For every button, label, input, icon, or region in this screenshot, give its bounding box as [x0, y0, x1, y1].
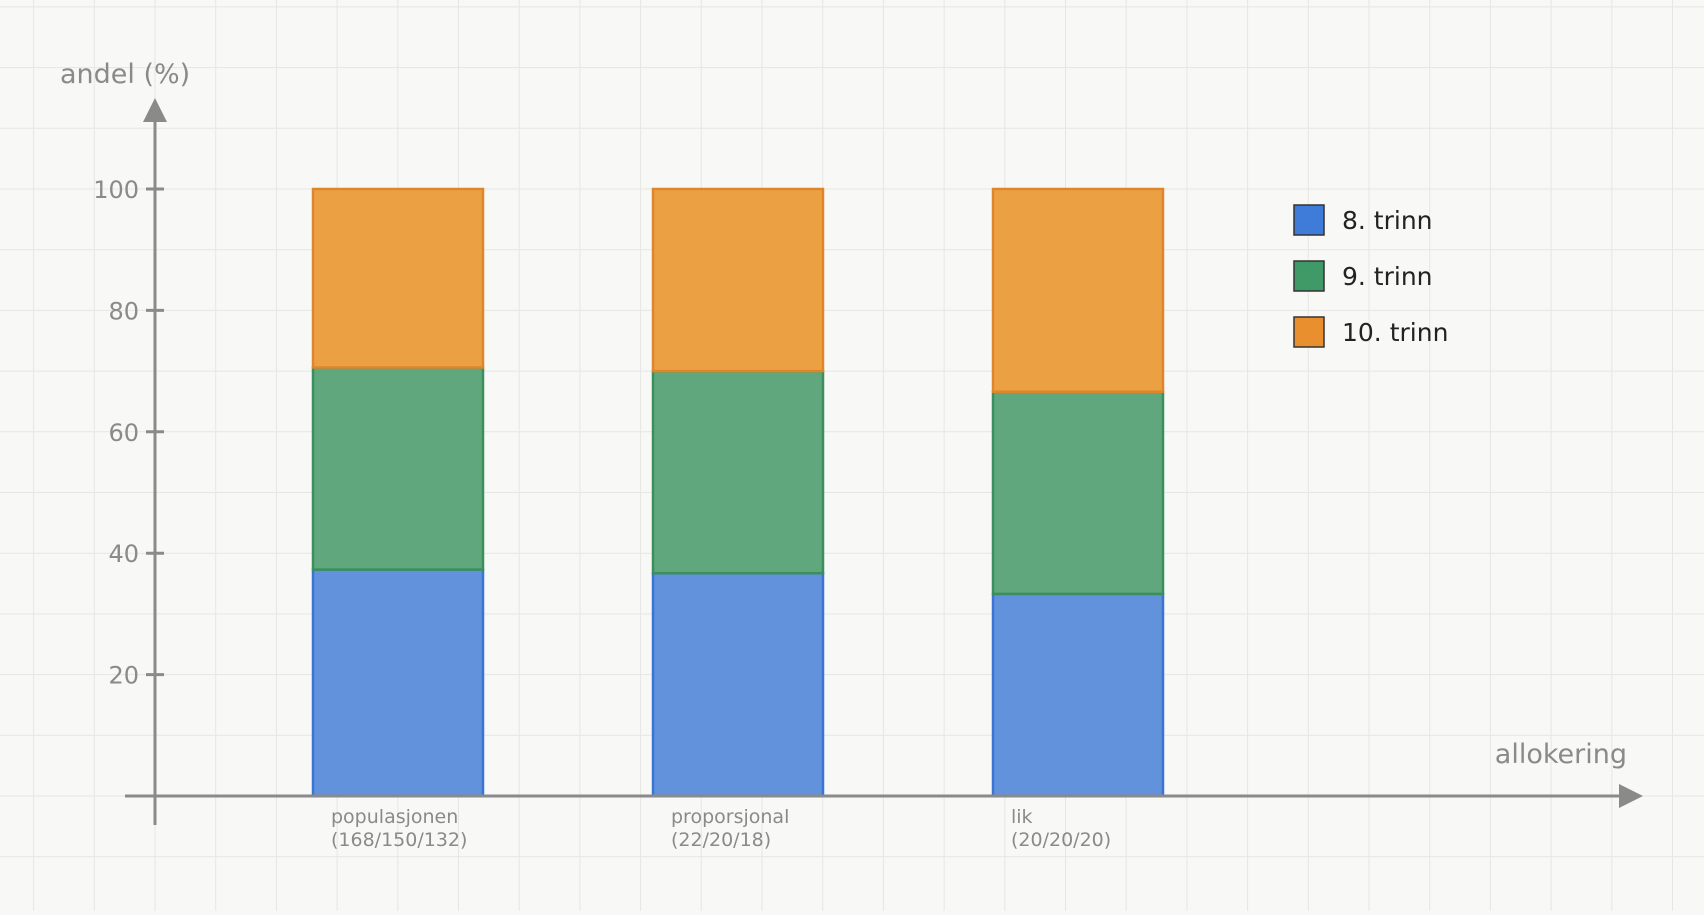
bar-segment	[991, 390, 1165, 596]
legend-swatch	[1293, 204, 1325, 236]
legend-label: 9. trinn	[1342, 262, 1433, 291]
x-tick-label: proporsjonal	[671, 806, 789, 828]
bar-segment	[651, 369, 825, 575]
y-axis-arrow	[143, 98, 167, 122]
bar-segment	[311, 366, 485, 571]
x-axis-arrow	[1619, 784, 1643, 808]
y-ticks: 20 40 60 80 100	[93, 176, 164, 690]
x-tick-labels: populasjonen(168/150/132) proporsjonal(22…	[331, 806, 1111, 851]
legend-label: 8. trinn	[1342, 206, 1433, 235]
bar-segment	[991, 187, 1165, 393]
y-tick-label: 100	[93, 176, 139, 204]
y-tick-label: 80	[108, 297, 139, 325]
bar-segment	[311, 568, 485, 798]
bars	[311, 187, 1165, 798]
bar-segment	[991, 592, 1165, 798]
y-tick-label: 60	[108, 419, 139, 447]
y-axis-label: andel (%)	[60, 59, 190, 90]
bar-segment	[651, 571, 825, 798]
x-axis-label: allokering	[1495, 739, 1627, 770]
x-tick-label-sub: (168/150/132)	[331, 829, 467, 851]
bar-segment	[311, 187, 485, 369]
x-tick-label-sub: (20/20/20)	[1011, 829, 1111, 851]
legend-swatch	[1293, 260, 1325, 292]
legend-label: 10. trinn	[1342, 318, 1448, 347]
y-tick-label: 20	[108, 662, 139, 690]
x-tick-label: lik	[1011, 806, 1033, 828]
y-tick-label: 40	[108, 540, 139, 568]
x-tick-label: populasjonen	[331, 806, 458, 828]
legend: 8. trinn 9. trinn 10. trinn	[1293, 204, 1448, 348]
bar-segment	[651, 187, 825, 373]
x-tick-label-sub: (22/20/18)	[671, 829, 771, 851]
legend-swatch	[1293, 316, 1325, 348]
axes: andel (%) allokering	[60, 59, 1643, 825]
